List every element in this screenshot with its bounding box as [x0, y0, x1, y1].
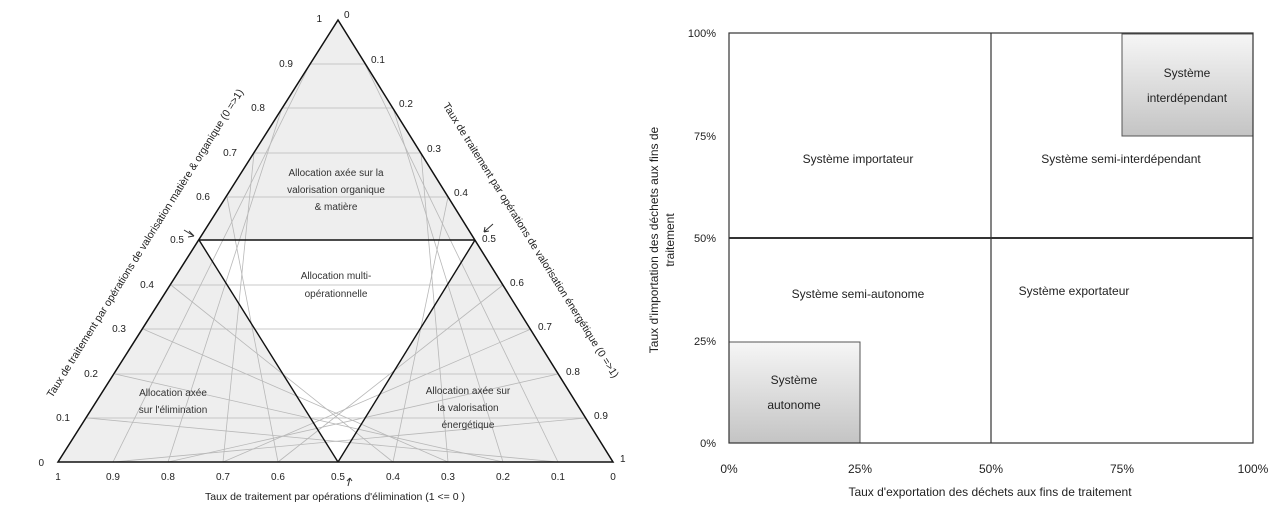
left-tick-0.5: 0.5: [170, 235, 184, 246]
right-tick-0.7: 0.7: [538, 322, 552, 333]
x-axis-title: Taux d'exportation des déchets aux fins …: [848, 485, 1132, 499]
y-axis-title-line-2: traitement: [663, 213, 677, 267]
region-left-line-1: Allocation axée: [139, 388, 207, 399]
bottom-tick-0.3: 0.3: [441, 472, 455, 483]
left-tick-0.3: 0.3: [112, 324, 126, 335]
y-tick-25: 25%: [694, 336, 716, 348]
ternary-grid: [86, 63, 587, 463]
label-semi-autonome: Système semi-autonome: [792, 287, 925, 301]
left-tick-0.8: 0.8: [251, 103, 265, 114]
midpoint-arrows: [183, 223, 494, 487]
right-tick-0.1: 0.1: [371, 55, 385, 66]
bottom-tick-0.9: 0.9: [106, 472, 120, 483]
left-tick-0.2: 0.2: [84, 369, 98, 380]
bottom-tick-0.6: 0.6: [271, 472, 285, 483]
label-exportateur: Système exportateur: [1019, 284, 1130, 298]
left-edge-ticks: 1 0.9 0.8 0.7 0.6 0.5 0.4 0.3 0.2 0.1 0: [38, 14, 322, 469]
quadrant-chart: 100% 75% 50% 25% 0% 0% 25% 50% 75% 100% …: [647, 28, 1269, 499]
x-tick-75: 75%: [1110, 462, 1134, 476]
quadrant-x-ticks: 0% 25% 50% 75% 100%: [720, 462, 1268, 476]
label-autonome-line-2: autonome: [767, 398, 821, 412]
right-tick-0.6: 0.6: [510, 278, 524, 289]
box-autonome: [728, 341, 861, 444]
x-tick-25: 25%: [848, 462, 872, 476]
region-left-shade: [58, 240, 338, 462]
y-tick-100: 100%: [688, 28, 716, 40]
left-tick-0.6: 0.6: [196, 192, 210, 203]
label-interdependant-line-2: interdépendant: [1147, 91, 1228, 105]
bottom-tick-0: 0: [610, 472, 616, 483]
left-tick-1: 1: [316, 14, 322, 25]
y-axis-title: Taux d'importation des déchets aux fins …: [647, 126, 677, 353]
region-right-line-2: la valorisation: [437, 403, 498, 414]
label-semi-interdependant: Système semi-interdépendant: [1041, 152, 1201, 166]
ternary-diagram: 1 0.9 0.8 0.7 0.6 0.5 0.4 0.3 0.2 0.1 0 …: [38, 10, 626, 503]
left-tick-0.7: 0.7: [223, 148, 237, 159]
region-label-top: Allocation axée sur la valorisation orga…: [287, 168, 385, 213]
bottom-tick-0.7: 0.7: [216, 472, 230, 483]
region-top-line-1: Allocation axée sur la: [288, 168, 383, 179]
y-tick-50: 50%: [694, 233, 716, 245]
region-right-shade: [338, 240, 613, 462]
bottom-tick-1: 1: [55, 472, 61, 483]
x-tick-100: 100%: [1238, 462, 1269, 476]
left-tick-0.4: 0.4: [140, 280, 154, 291]
region-dividers: [198, 239, 476, 463]
bottom-axis-title: Taux de traitement par opérations d'élim…: [205, 491, 465, 503]
right-tick-0: 0: [344, 10, 350, 21]
bottom-tick-0.4: 0.4: [386, 472, 400, 483]
region-label-center: Allocation multi- opérationnelle: [301, 271, 372, 300]
left-tick-0: 0: [38, 458, 44, 469]
region-center-line-2: opérationnelle: [305, 289, 368, 300]
region-right-line-3: énergétique: [442, 420, 495, 431]
region-center-line-1: Allocation multi-: [301, 271, 372, 282]
right-tick-0.2: 0.2: [399, 99, 413, 110]
right-tick-0.5: 0.5: [482, 234, 496, 245]
region-left-line-2: sur l'élimination: [139, 405, 208, 416]
box-interdependant: [1121, 33, 1254, 137]
left-tick-0.9: 0.9: [279, 59, 293, 70]
bottom-tick-0.5: 0.5: [331, 472, 345, 483]
right-tick-0.3: 0.3: [427, 144, 441, 155]
bottom-tick-0.8: 0.8: [161, 472, 175, 483]
right-edge-ticks: 0 0.1 0.2 0.3 0.4 0.5 0.6 0.7 0.8 0.9 1: [344, 10, 626, 465]
label-autonome-line-1: Système: [771, 373, 818, 387]
y-tick-75: 75%: [694, 131, 716, 143]
bottom-edge-ticks: 1 0.9 0.8 0.7 0.6 0.5 0.4 0.3 0.2 0.1 0: [55, 472, 616, 483]
label-interdependant-line-1: Système: [1164, 66, 1211, 80]
right-tick-1: 1: [620, 454, 626, 465]
bottom-tick-0.1: 0.1: [551, 472, 565, 483]
region-label-left: Allocation axée sur l'élimination: [139, 388, 208, 416]
region-top-line-3: & matière: [315, 202, 358, 213]
right-tick-0.4: 0.4: [454, 188, 468, 199]
x-tick-50: 50%: [979, 462, 1003, 476]
left-tick-0.1: 0.1: [56, 413, 70, 424]
region-center: [199, 240, 475, 462]
x-tick-0: 0%: [720, 462, 738, 476]
right-tick-0.8: 0.8: [566, 367, 580, 378]
y-tick-0: 0%: [700, 438, 716, 450]
right-tick-0.9: 0.9: [594, 411, 608, 422]
region-right-line-1: Allocation axée sur: [426, 386, 511, 397]
region-top-line-2: valorisation organique: [287, 185, 385, 196]
label-importateur: Système importateur: [803, 152, 914, 166]
quadrant-y-ticks: 100% 75% 50% 25% 0%: [688, 28, 716, 450]
ternary-outline: [56, 18, 615, 463]
region-top-shade: [199, 20, 475, 240]
region-label-right: Allocation axée sur la valorisation éner…: [426, 386, 511, 431]
y-axis-title-line-1: Taux d'importation des déchets aux fins …: [647, 126, 661, 353]
bottom-tick-0.2: 0.2: [496, 472, 510, 483]
